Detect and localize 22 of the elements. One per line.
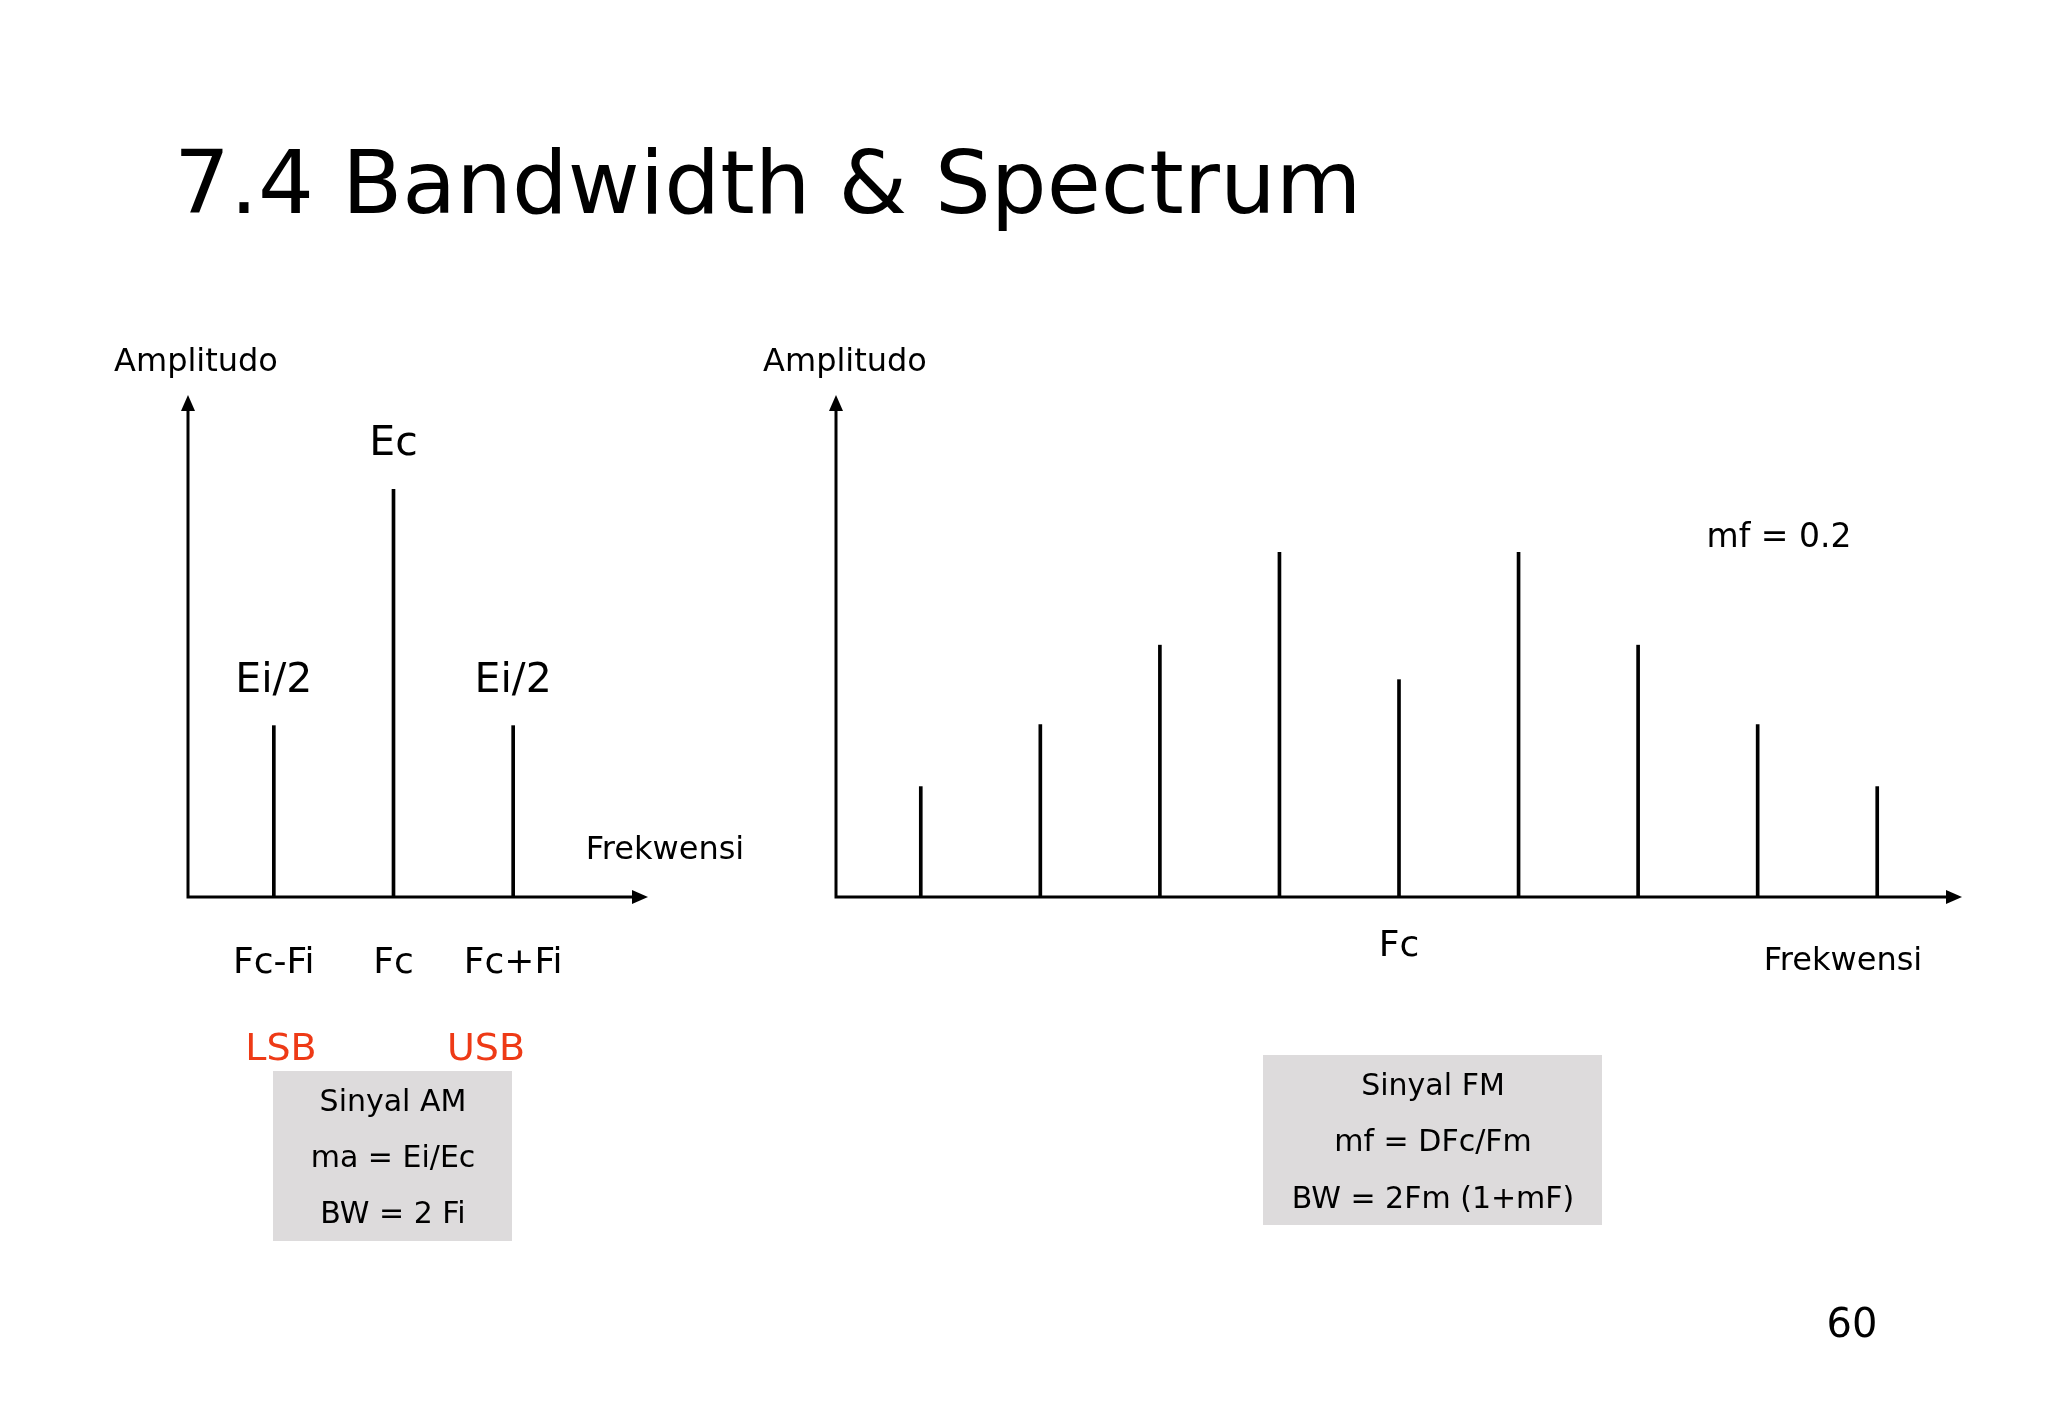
annotation: Ei/2 (474, 653, 552, 702)
chart-title: 7.4 Bandwidth & Spectrum (174, 131, 1362, 234)
x-axis-title: Frekwensi (585, 829, 745, 868)
annotation: mf = 0.2 (1706, 515, 1852, 555)
text: LSB (245, 1025, 317, 1069)
x-tick-label: Fc (1378, 922, 1420, 964)
text: BW = 2 Fi (320, 1195, 466, 1230)
y-axis-title: Amplitudo (763, 341, 927, 380)
y-axis-title: Amplitudo (114, 341, 278, 380)
text: 60 (1826, 1300, 1878, 1346)
text: ma = Ei/Ec (310, 1139, 476, 1174)
x-tick-label: Fc (373, 939, 414, 981)
text: Sinyal AM (319, 1083, 467, 1118)
annotation: Ei/2 (235, 653, 313, 702)
text: USB (446, 1025, 526, 1069)
text: BW = 2Fm (1+mF) (1291, 1180, 1575, 1215)
x-tick-label: Fc+Fi (463, 939, 563, 981)
annotation: Ec (369, 416, 418, 465)
text: Sinyal FM (1361, 1067, 1505, 1102)
x-tick-label: Fc-Fi (233, 939, 315, 981)
text: mf = DFc/Fm (1334, 1123, 1532, 1158)
x-axis-title: Frekwensi (1763, 940, 1923, 979)
